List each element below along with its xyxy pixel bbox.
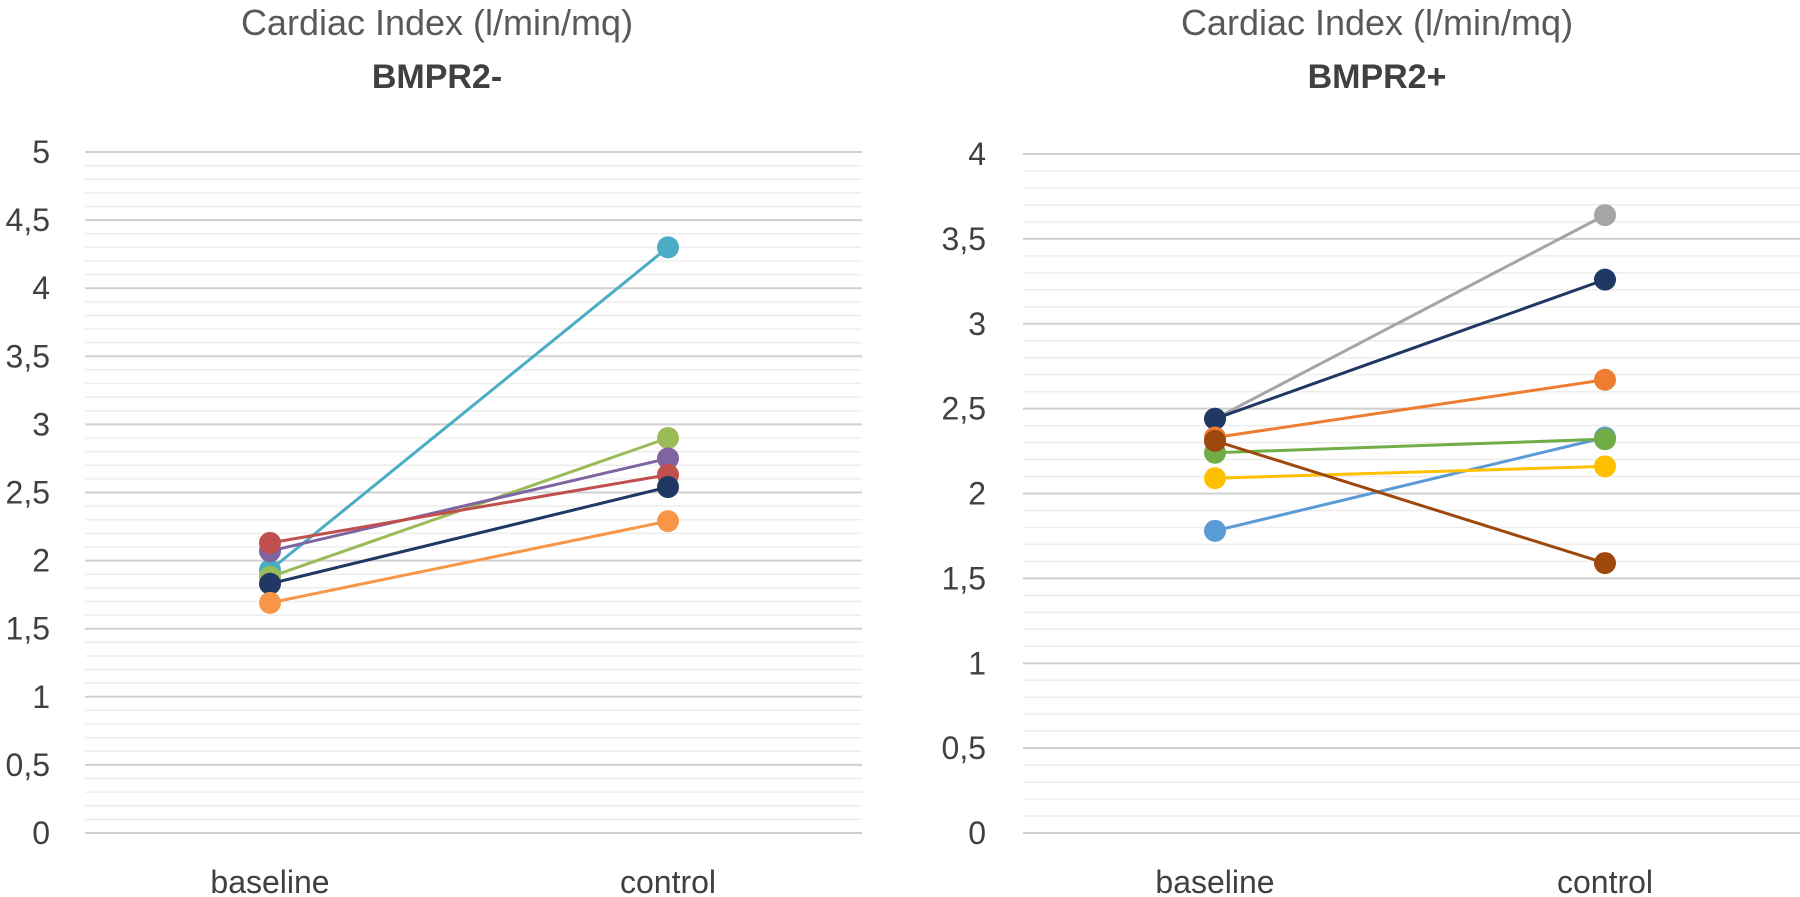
y-tick-label: 1,5 bbox=[6, 611, 50, 647]
data-point bbox=[1594, 268, 1616, 291]
y-tick-label: 5 bbox=[32, 134, 50, 170]
y-tick-label: 3 bbox=[32, 406, 50, 442]
y-tick-label: 2,5 bbox=[942, 391, 986, 427]
data-point bbox=[1204, 519, 1226, 542]
data-point bbox=[1594, 204, 1616, 227]
series-line bbox=[269, 456, 669, 553]
series-line bbox=[269, 473, 669, 545]
y-tick-label: 0,5 bbox=[6, 747, 50, 783]
chart-2-plot: 0 0,5 1 1,5 2 2,5 3 3,5 4 baseline control bbox=[942, 136, 1800, 897]
y-tick-label: 2 bbox=[32, 543, 50, 579]
data-point bbox=[657, 510, 679, 533]
y-tick-label: 1 bbox=[32, 679, 50, 715]
y-tick-label: 0,5 bbox=[942, 730, 986, 766]
series-line bbox=[1214, 213, 1606, 421]
series-line bbox=[1214, 436, 1606, 533]
y-tick-label: 4 bbox=[32, 270, 50, 306]
series-line bbox=[1214, 278, 1606, 421]
chart-2-title: Cardiac Index (l/min/mq) bbox=[1181, 2, 1573, 43]
series-line bbox=[269, 485, 669, 586]
y-tick-label: 3,5 bbox=[942, 221, 986, 257]
data-point bbox=[1204, 407, 1226, 430]
data-point bbox=[1204, 467, 1226, 490]
series-line bbox=[269, 519, 669, 605]
y-tick-label: 4 bbox=[968, 136, 986, 172]
chart-1-title: Cardiac Index (l/min/mq) bbox=[241, 2, 633, 43]
series-line bbox=[1214, 437, 1606, 455]
series-line bbox=[1214, 439, 1606, 565]
data-point bbox=[1594, 428, 1616, 451]
series-line bbox=[1214, 378, 1606, 439]
data-point bbox=[657, 447, 679, 470]
y-tick-label: 4,5 bbox=[6, 202, 50, 238]
x-category-label: baseline bbox=[1155, 864, 1274, 897]
chart-2-subtitle: BMPR2+ bbox=[1308, 58, 1447, 96]
series-line bbox=[1214, 464, 1606, 480]
series-line bbox=[269, 246, 669, 572]
y-tick-label: 1,5 bbox=[942, 560, 986, 596]
x-category-label: control bbox=[620, 864, 716, 897]
data-point bbox=[1594, 552, 1616, 575]
y-tick-label: 3,5 bbox=[6, 338, 50, 374]
data-point bbox=[657, 476, 679, 499]
x-category-label: baseline bbox=[210, 864, 329, 897]
data-point bbox=[1204, 429, 1226, 452]
y-tick-label: 0 bbox=[968, 815, 986, 851]
y-tick-label: 2,5 bbox=[6, 475, 50, 511]
y-tick-label: 2 bbox=[968, 476, 986, 512]
chart-1-subtitle: BMPR2- bbox=[372, 58, 502, 96]
data-point bbox=[259, 572, 281, 595]
x-category-label: control bbox=[1557, 864, 1653, 897]
chart-1-plot: 0 0,5 1 1,5 2 2,5 3 3,5 4 4,5 5 baseline control bbox=[6, 134, 862, 897]
data-point bbox=[259, 531, 281, 554]
data-point bbox=[1594, 368, 1616, 391]
y-tick-label: 3 bbox=[968, 306, 986, 342]
data-point bbox=[657, 427, 679, 450]
data-point bbox=[1594, 455, 1616, 478]
data-point bbox=[259, 591, 281, 614]
y-tick-label: 0 bbox=[32, 815, 50, 851]
data-point bbox=[657, 236, 679, 259]
y-tick-label: 1 bbox=[968, 645, 986, 681]
